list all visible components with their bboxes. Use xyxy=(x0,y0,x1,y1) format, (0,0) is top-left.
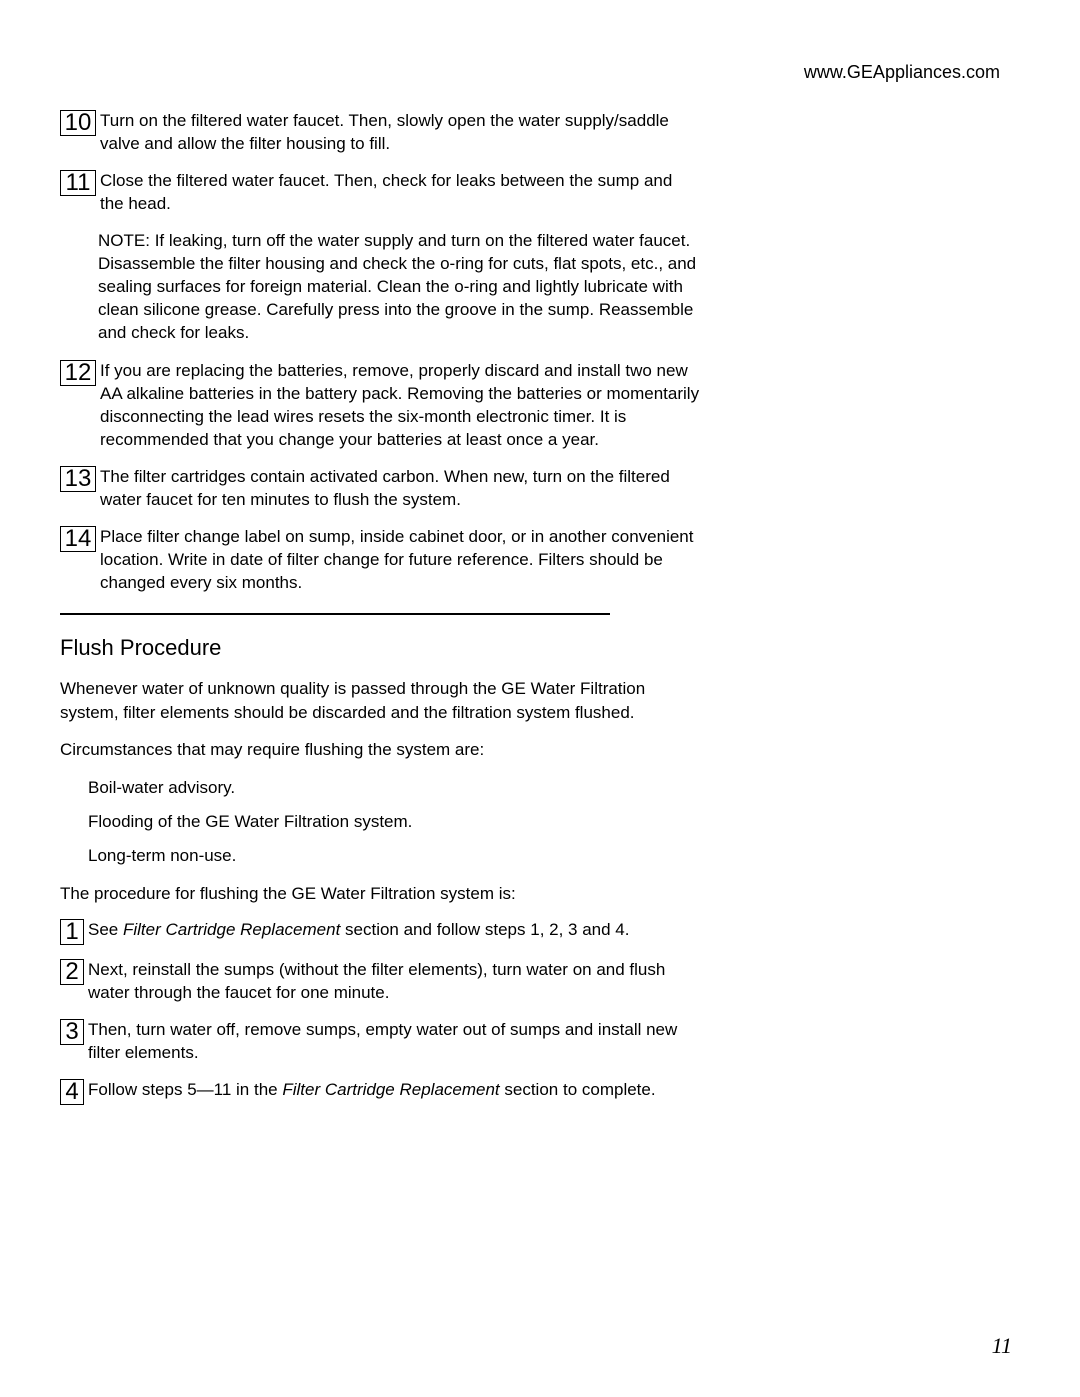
header-url: www.GEAppliances.com xyxy=(804,62,1000,83)
step-number-box: 2 xyxy=(60,959,84,985)
step-row: 14 Place filter change label on sump, in… xyxy=(60,526,700,595)
step-text: Turn on the filtered water faucet. Then,… xyxy=(100,110,700,156)
text-italic: Filter Cartridge Replacement xyxy=(123,920,340,939)
step-number-box: 12 xyxy=(60,360,96,386)
flush-step-row: 3 Then, turn water off, remove sumps, em… xyxy=(60,1019,700,1065)
page-content: 10 Turn on the filtered water faucet. Th… xyxy=(60,110,700,1119)
text-pre: Follow steps 5—11 in the xyxy=(88,1080,282,1099)
flush-intro: Whenever water of unknown quality is pas… xyxy=(60,677,700,725)
step-row: 13 The filter cartridges contain activat… xyxy=(60,466,700,512)
flush-proc-label: The procedure for flushing the GE Water … xyxy=(60,882,700,906)
flush-step-row: 2 Next, reinstall the sumps (without the… xyxy=(60,959,700,1005)
step-text: Place filter change label on sump, insid… xyxy=(100,526,700,595)
step-row: 11 Close the filtered water faucet. Then… xyxy=(60,170,700,216)
step-text: Next, reinstall the sumps (without the f… xyxy=(88,959,700,1005)
note-label: NOTE: xyxy=(98,231,150,250)
list-item: Long-term non-use. xyxy=(88,844,700,868)
flush-circ-label: Circumstances that may require flushing … xyxy=(60,738,700,762)
text-post: section and follow steps 1, 2, 3 and 4. xyxy=(340,920,629,939)
step-number-box: 10 xyxy=(60,110,96,136)
step-number-box: 4 xyxy=(60,1079,84,1105)
step-text: Follow steps 5—11 in the Filter Cartridg… xyxy=(88,1079,700,1102)
text-post: section to complete. xyxy=(500,1080,656,1099)
flush-step-row: 4 Follow steps 5—11 in the Filter Cartri… xyxy=(60,1079,700,1105)
step-number-box: 3 xyxy=(60,1019,84,1045)
step-text: The filter cartridges contain activated … xyxy=(100,466,700,512)
flush-bullets: Boil-water advisory. Flooding of the GE … xyxy=(88,776,700,867)
text-pre: Next, reinstall the sumps (without the f… xyxy=(88,960,665,1002)
text-pre: See xyxy=(88,920,123,939)
step-text: Close the filtered water faucet. Then, c… xyxy=(100,170,700,216)
manual-page: www.GEAppliances.com 10 Turn on the filt… xyxy=(0,0,1080,1397)
step-row: 10 Turn on the filtered water faucet. Th… xyxy=(60,110,700,156)
step-number-box: 13 xyxy=(60,466,96,492)
note-block: NOTE: If leaking, turn off the water sup… xyxy=(98,230,700,345)
section-divider xyxy=(60,613,610,615)
text-italic: Filter Cartridge Replacement xyxy=(282,1080,499,1099)
step-text: See Filter Cartridge Replacement section… xyxy=(88,919,700,942)
list-item: Flooding of the GE Water Filtration syst… xyxy=(88,810,700,834)
list-item: Boil-water advisory. xyxy=(88,776,700,800)
flush-step-row: 1 See Filter Cartridge Replacement secti… xyxy=(60,919,700,945)
step-number-box: 11 xyxy=(60,170,96,196)
text-pre: Then, turn water off, remove sumps, empt… xyxy=(88,1020,677,1062)
note-text: If leaking, turn off the water supply an… xyxy=(98,231,696,342)
step-text: If you are replacing the batteries, remo… xyxy=(100,360,700,452)
flush-heading: Flush Procedure xyxy=(60,635,700,661)
step-row: 12 If you are replacing the batteries, r… xyxy=(60,360,700,452)
step-number-box: 1 xyxy=(60,919,84,945)
page-number: 11 xyxy=(992,1333,1012,1359)
step-number-box: 14 xyxy=(60,526,96,552)
step-text: Then, turn water off, remove sumps, empt… xyxy=(88,1019,700,1065)
